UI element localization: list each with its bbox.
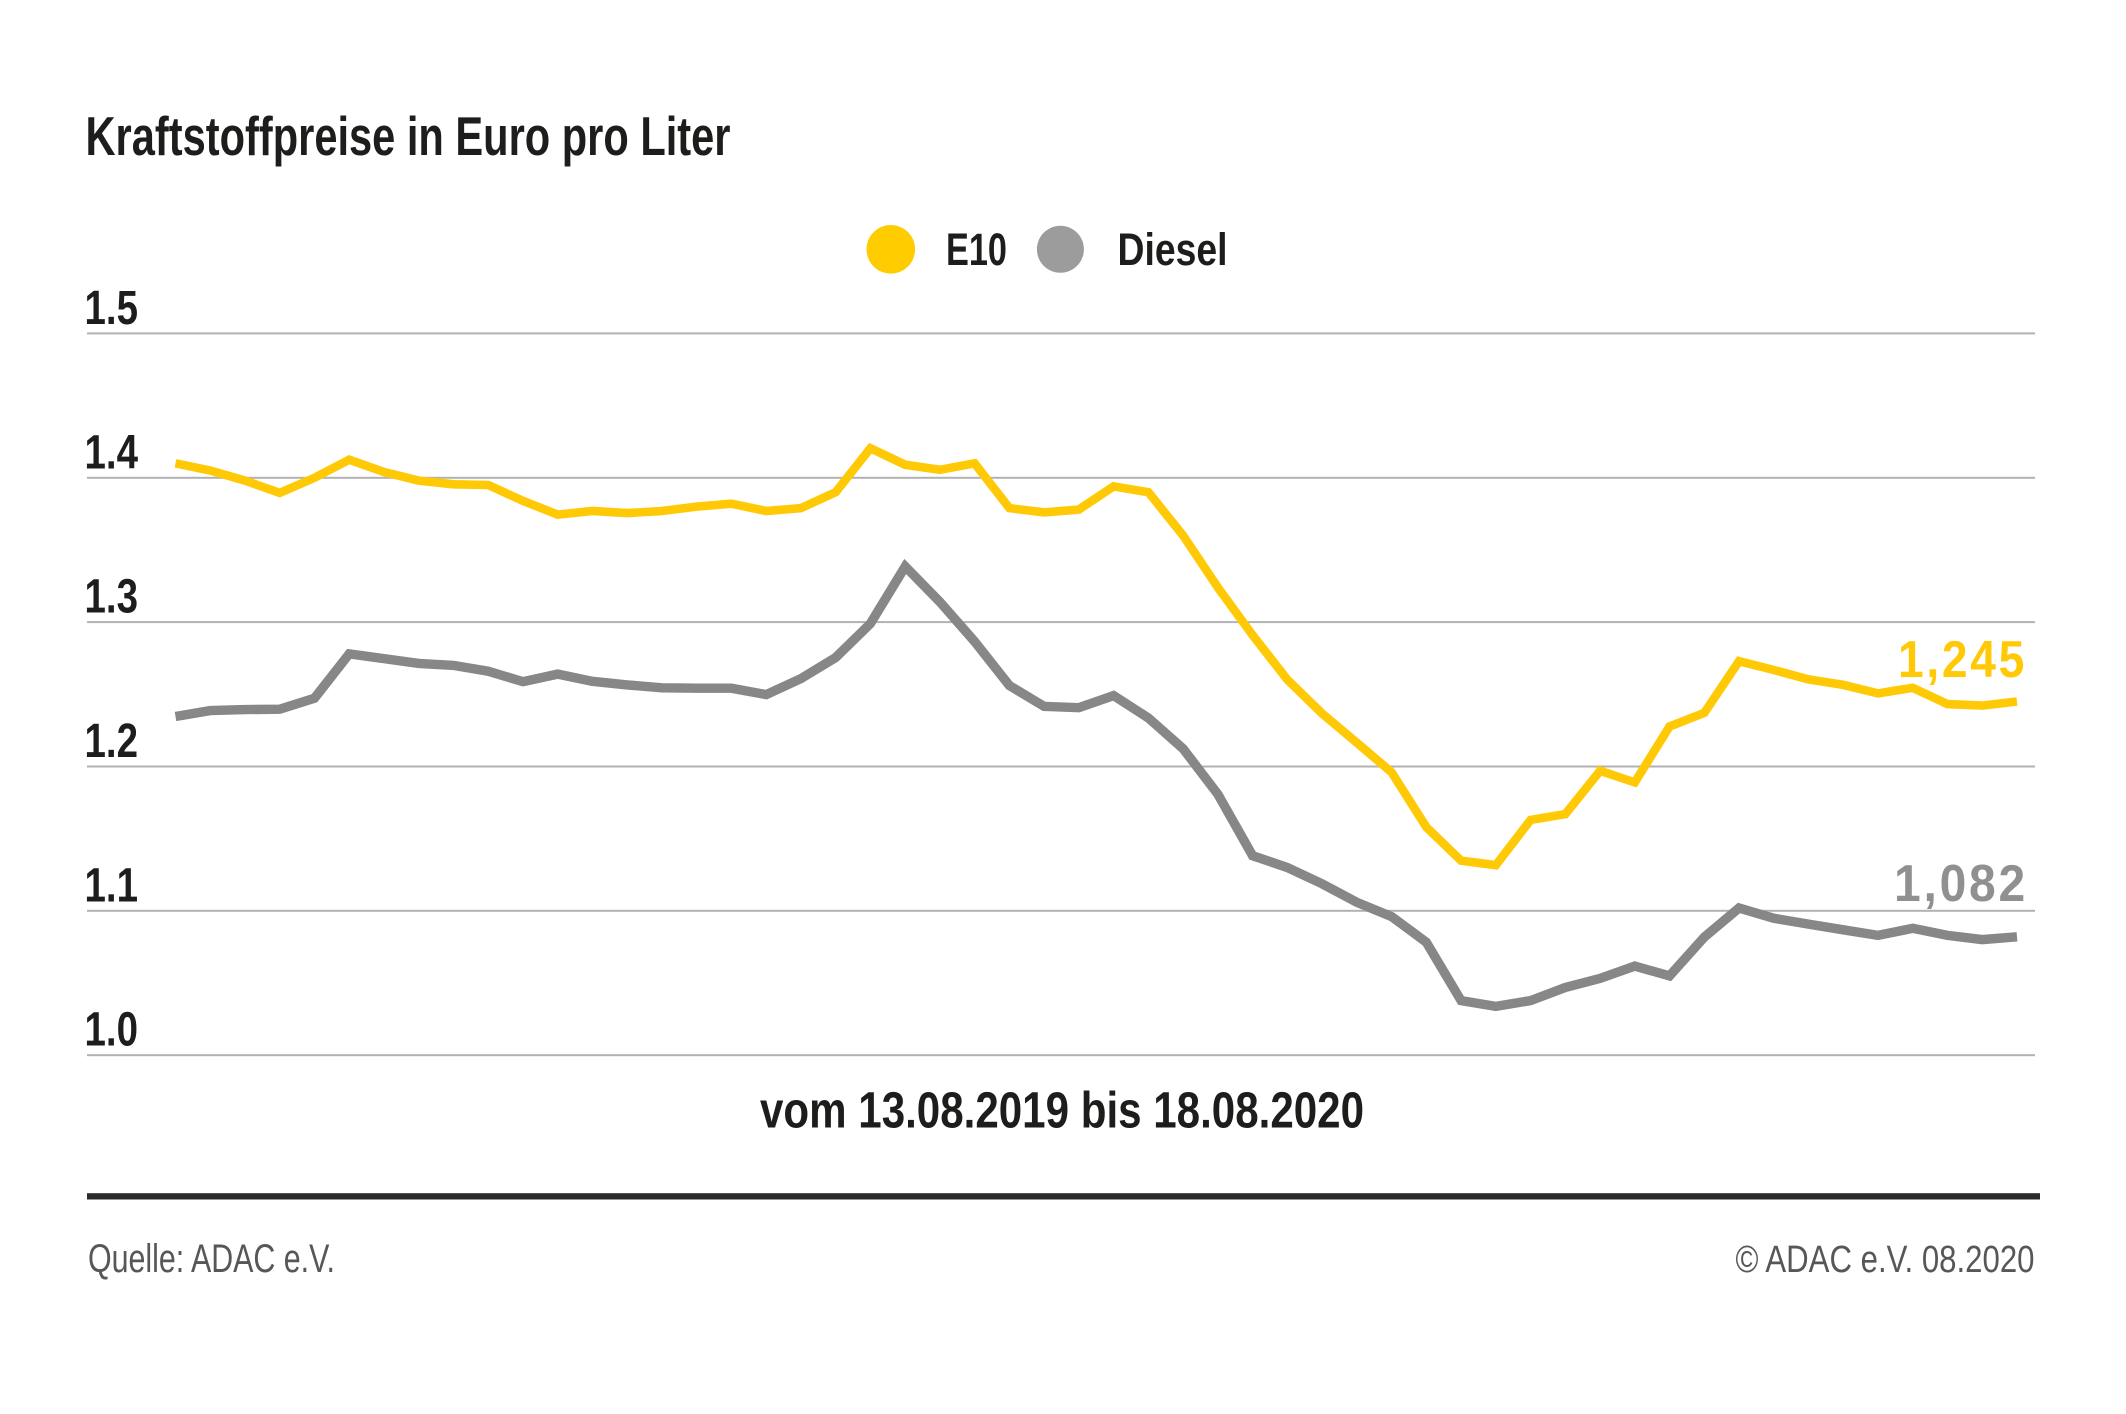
svg-text:E10: E10 [946,224,1007,275]
svg-text:Quelle: ADAC e.V.: Quelle: ADAC e.V. [88,1237,335,1281]
svg-text:1.0: 1.0 [85,1004,139,1057]
svg-text:1.5: 1.5 [85,282,139,335]
svg-text:1.2: 1.2 [85,715,139,768]
svg-text:1.3: 1.3 [85,571,139,624]
svg-text:1,245: 1,245 [1898,631,2027,689]
svg-text:Kraftstoffpreise in Euro pro L: Kraftstoffpreise in Euro pro Liter [86,105,731,167]
svg-text:vom 13.08.2019 bis 18.08.2020: vom 13.08.2019 bis 18.08.2020 [760,1082,1364,1139]
svg-text:Diesel: Diesel [1118,224,1228,275]
svg-text:1,082: 1,082 [1894,855,2028,913]
svg-text:1.4: 1.4 [85,426,139,479]
svg-text:© ADAC e.V. 08.2020: © ADAC e.V. 08.2020 [1736,1239,2035,1281]
svg-text:1.1: 1.1 [85,859,139,912]
